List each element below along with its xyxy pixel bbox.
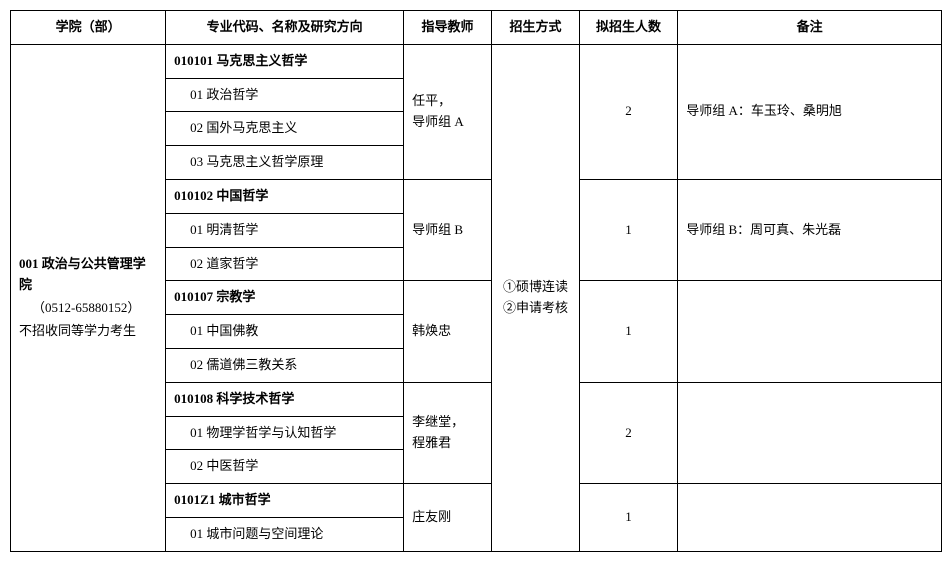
advisor-cell: 庄友刚 — [404, 484, 492, 552]
direction-cell: 01 物理学哲学与认知哲学 — [166, 416, 404, 450]
dept-note: 不招收同等学力考生 — [19, 321, 157, 342]
table-row: 001 政治与公共管理学院（0512-65880152）不招收同等学力考生010… — [11, 44, 942, 78]
direction-cell: 02 儒道佛三教关系 — [166, 348, 404, 382]
major-header: 010108 科学技术哲学 — [166, 382, 404, 416]
major-header: 010101 马克思主义哲学 — [166, 44, 404, 78]
dept-phone: （0512-65880152） — [19, 298, 157, 319]
remark-cell: 导师组 B：周可真、朱光磊 — [678, 179, 942, 280]
remark-cell — [678, 382, 942, 483]
header-major: 专业代码、名称及研究方向 — [166, 11, 404, 45]
direction-cell: 01 城市问题与空间理论 — [166, 517, 404, 551]
advisor-cell: 导师组 B — [404, 179, 492, 280]
quota-cell: 2 — [579, 382, 677, 483]
header-method: 招生方式 — [492, 11, 580, 45]
direction-cell: 02 道家哲学 — [166, 247, 404, 281]
header-quota: 拟招生人数 — [579, 11, 677, 45]
header-dept: 学院（部） — [11, 11, 166, 45]
admissions-table: 学院（部） 专业代码、名称及研究方向 指导教师 招生方式 拟招生人数 备注 00… — [10, 10, 942, 552]
major-header: 010102 中国哲学 — [166, 179, 404, 213]
advisor-cell: 任平， 导师组 A — [404, 44, 492, 179]
quota-cell: 2 — [579, 44, 677, 179]
remark-cell — [678, 484, 942, 552]
quota-cell: 1 — [579, 281, 677, 382]
header-remark: 备注 — [678, 11, 942, 45]
advisor-cell: 韩焕忠 — [404, 281, 492, 382]
quota-cell: 1 — [579, 484, 677, 552]
header-advisor: 指导教师 — [404, 11, 492, 45]
direction-cell: 02 中医哲学 — [166, 450, 404, 484]
direction-cell: 02 国外马克思主义 — [166, 112, 404, 146]
direction-cell: 01 政治哲学 — [166, 78, 404, 112]
quota-cell: 1 — [579, 179, 677, 280]
header-row: 学院（部） 专业代码、名称及研究方向 指导教师 招生方式 拟招生人数 备注 — [11, 11, 942, 45]
dept-cell: 001 政治与公共管理学院 （0512-65880152）不招收同等学力考生 — [11, 44, 166, 551]
table-body: 001 政治与公共管理学院 （0512-65880152）不招收同等学力考生 010… — [11, 44, 942, 551]
remark-cell: 导师组 A：车玉玲、桑明旭 — [678, 44, 942, 179]
direction-cell: 01 明清哲学 — [166, 213, 404, 247]
major-header: 010107 宗教学 — [166, 281, 404, 315]
advisor-cell: 李继堂， 程雅君 — [404, 382, 492, 483]
major-header: 0101Z1 城市哲学 — [166, 484, 404, 518]
direction-cell: 01 中国佛教 — [166, 315, 404, 349]
dept-name: 001 政治与公共管理学院 — [19, 256, 146, 292]
remark-cell — [678, 281, 942, 382]
method-cell: ①硕博连读 ②申请考核 — [492, 44, 580, 551]
direction-cell: 03 马克思主义哲学原理 — [166, 146, 404, 180]
